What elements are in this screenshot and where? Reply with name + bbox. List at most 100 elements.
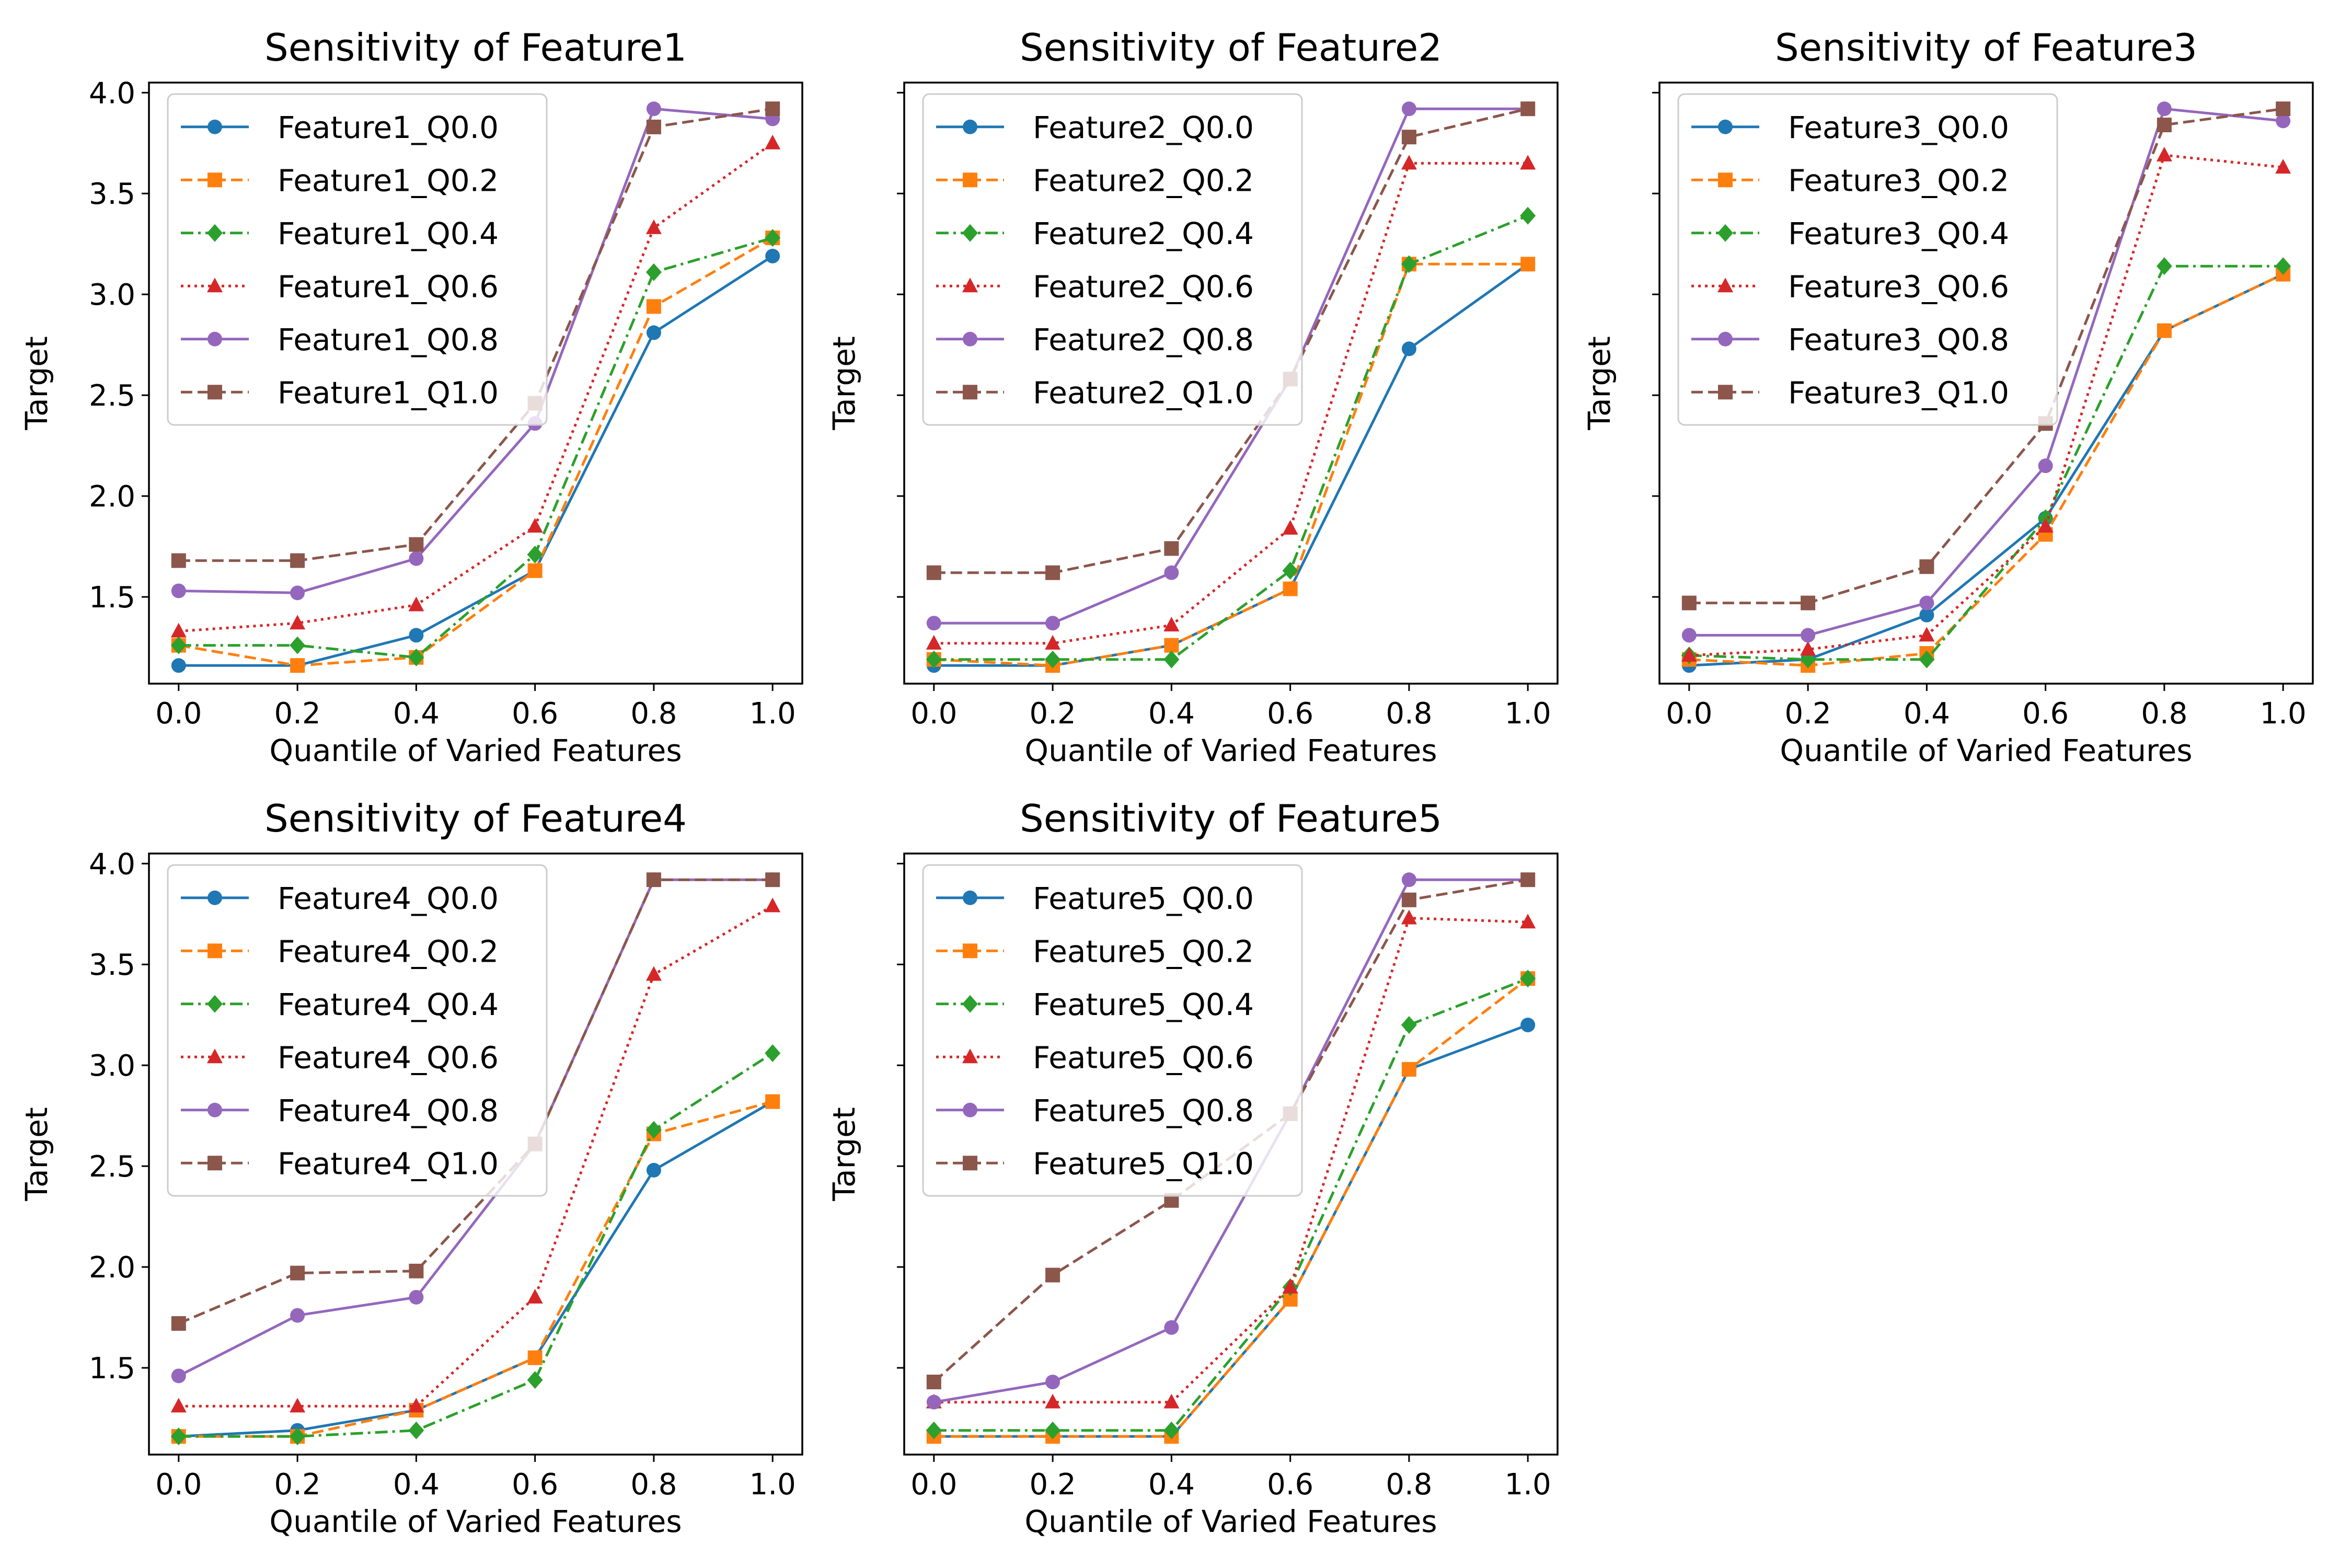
data-point xyxy=(2275,257,2291,275)
series-line xyxy=(933,878,1528,1404)
data-point xyxy=(2157,323,2172,338)
data-point xyxy=(765,872,780,887)
data-point xyxy=(1045,1421,1061,1439)
data-point xyxy=(1401,101,1416,117)
data-point xyxy=(1401,155,1417,170)
legend-label: Feature5_Q0.6 xyxy=(1033,1040,1254,1075)
data-point xyxy=(1520,914,1536,929)
legend-label: Feature1_Q0.4 xyxy=(278,216,499,251)
data-point xyxy=(1282,1278,1298,1294)
x-tick-label: 0.6 xyxy=(512,697,558,731)
data-point xyxy=(409,537,424,552)
y-tick-label: 2.5 xyxy=(89,1150,135,1184)
data-point xyxy=(408,648,424,666)
data-point xyxy=(926,616,941,631)
series-line xyxy=(178,878,773,1325)
data-point xyxy=(1681,595,1697,610)
data-point xyxy=(926,1394,941,1410)
y-tick-label: 4.0 xyxy=(89,847,135,881)
data-point xyxy=(2157,101,2172,117)
legend-label: Feature3_Q0.4 xyxy=(1788,216,2009,251)
series-line xyxy=(1689,107,2284,637)
legend-marker xyxy=(1718,172,1733,188)
series-line xyxy=(933,977,1529,1432)
legend-marker xyxy=(963,385,977,400)
data-point xyxy=(527,563,543,578)
legend-label: Feature4_Q0.0 xyxy=(278,881,499,916)
data-point xyxy=(1520,155,1536,170)
axes-frame xyxy=(903,852,1559,1456)
legend-marker xyxy=(207,890,222,905)
data-point xyxy=(290,553,305,568)
data-point xyxy=(1401,872,1416,887)
data-point xyxy=(1045,635,1061,650)
chart-title: Sensitivity of Feature4 xyxy=(264,797,687,840)
data-point xyxy=(1401,130,1416,145)
series-line xyxy=(1689,273,2284,667)
data-point xyxy=(290,585,305,601)
data-point xyxy=(171,658,186,673)
data-point xyxy=(1164,565,1179,580)
data-point xyxy=(1401,1016,1417,1034)
data-point xyxy=(645,263,662,281)
data-point xyxy=(926,1375,941,1390)
data-point xyxy=(765,248,780,263)
data-point xyxy=(527,517,543,533)
legend-marker xyxy=(962,278,978,293)
y-tick-label: 2.0 xyxy=(89,1251,135,1285)
legend-marker xyxy=(1718,385,1733,400)
data-point xyxy=(1801,628,1816,643)
legend-marker xyxy=(1718,331,1733,347)
legend-label: Feature3_Q1.0 xyxy=(1788,375,2009,410)
series-line xyxy=(933,107,1528,574)
data-point xyxy=(170,1398,187,1413)
legend-marker xyxy=(207,1156,222,1171)
x-tick-label: 0.6 xyxy=(1267,697,1313,731)
series-line xyxy=(1689,273,2284,667)
x-tick-label: 0.8 xyxy=(1386,697,1432,731)
data-point xyxy=(646,119,661,134)
data-point xyxy=(926,1421,942,1439)
series-line xyxy=(178,236,773,659)
data-point xyxy=(408,1421,424,1439)
data-point xyxy=(290,1427,306,1446)
data-point xyxy=(1282,520,1298,535)
x-tick-label: 0.4 xyxy=(1148,697,1195,731)
x-axis-label: Quantile of Varied Features xyxy=(269,733,682,768)
data-point xyxy=(926,650,942,668)
legend-marker xyxy=(207,331,222,347)
legend-label: Feature4_Q0.8 xyxy=(278,1093,499,1128)
x-tick-label: 1.0 xyxy=(1505,1468,1551,1502)
series-line xyxy=(933,162,1528,645)
legend-label: Feature5_Q1.0 xyxy=(1033,1146,1254,1181)
data-point xyxy=(171,553,186,568)
data-point xyxy=(527,1371,543,1389)
data-point xyxy=(1164,541,1179,556)
legend-marker xyxy=(207,224,223,242)
legend-label: Feature1_Q0.2 xyxy=(278,163,499,198)
series-line xyxy=(178,236,774,667)
legend-marker xyxy=(207,943,222,959)
data-point xyxy=(765,101,780,117)
legend-box xyxy=(922,93,1303,426)
data-point xyxy=(1401,909,1417,925)
subplot-5: Sensitivity of Feature5 0.0 0.2 0.4 0.6 0.8 1.… xyxy=(826,797,1559,1539)
data-point xyxy=(170,1427,187,1446)
x-tick-label: 0.2 xyxy=(274,1468,321,1502)
legend-box xyxy=(922,864,1303,1197)
x-tick-label: 0.8 xyxy=(1386,1468,1432,1502)
legend-label: Feature3_Q0.6 xyxy=(1788,269,2009,304)
x-tick-label: 0.2 xyxy=(1030,1468,1076,1502)
y-tick-label: 2.0 xyxy=(89,480,135,514)
y-axis-label: Target xyxy=(1582,336,1617,430)
data-point xyxy=(646,1162,661,1178)
data-point xyxy=(527,1288,543,1304)
x-tick-label: 0.2 xyxy=(1785,697,1831,731)
series-line xyxy=(178,878,773,1377)
legend-marker xyxy=(207,385,222,400)
data-point xyxy=(1919,595,1934,610)
data-point xyxy=(1401,255,1417,273)
legend-marker xyxy=(963,890,977,905)
y-tick-label: 3.0 xyxy=(89,1049,135,1083)
legend-marker xyxy=(1717,278,1733,293)
